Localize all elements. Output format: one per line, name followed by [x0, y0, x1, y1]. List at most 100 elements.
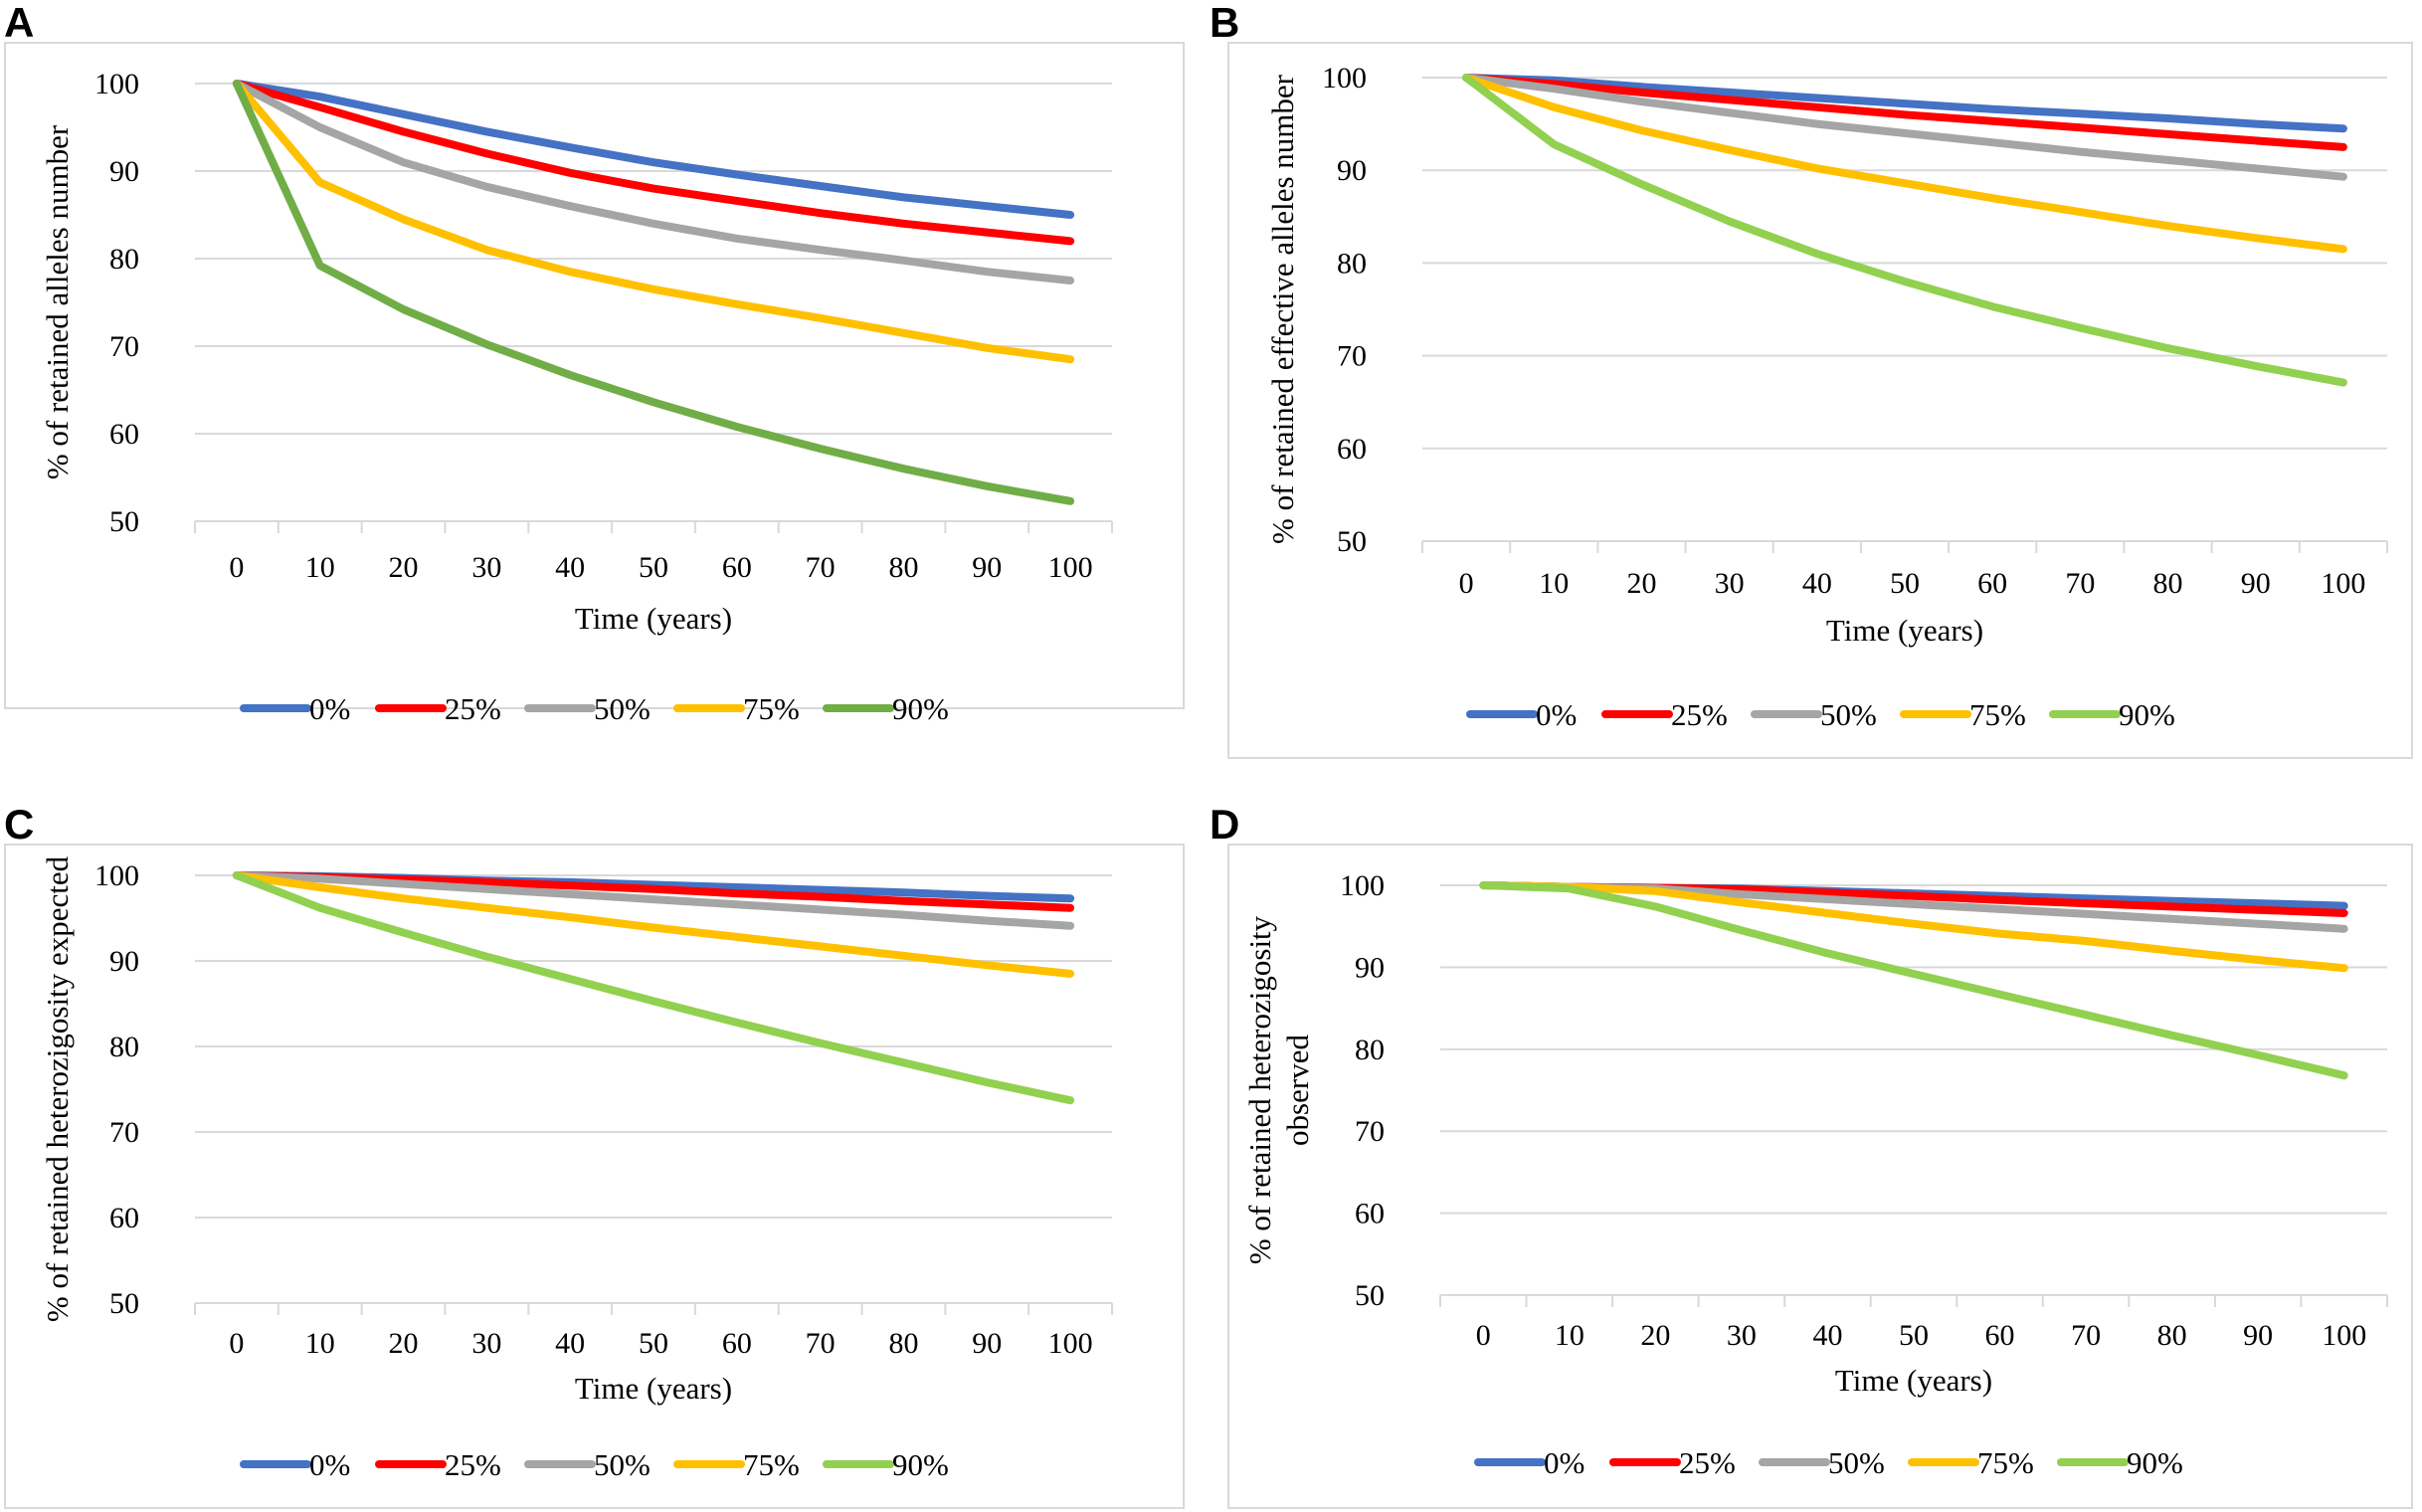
x-tick-label: 20 [389, 551, 419, 584]
chart-frame [1227, 42, 2413, 759]
legend-label: 75% [1977, 1445, 2034, 1480]
panel-letter-a: A [4, 0, 35, 46]
x-tick-label: 80 [2157, 1319, 2187, 1352]
y-axis-title: % of retained effective alleles number [1265, 74, 1300, 544]
legend-label: 50% [1820, 697, 1877, 732]
x-tick-label: 60 [1985, 1319, 2015, 1352]
legend-label: 75% [1969, 697, 2026, 732]
chart-frame [4, 844, 1185, 1509]
y-tick-label: 50 [109, 505, 139, 538]
legend-label: 50% [594, 1447, 651, 1482]
x-tick-label: 90 [972, 1327, 1002, 1360]
x-tick-label: 100 [1048, 551, 1093, 584]
panel-letter-c: C [4, 801, 35, 848]
y-axis-title: % of retained heterozigosityobserved [1242, 915, 1315, 1264]
y-tick-label: 90 [1337, 154, 1367, 187]
x-tick-label: 40 [1812, 1319, 1842, 1352]
x-tick-label: 10 [305, 1327, 335, 1360]
series-line-90pct [232, 80, 1075, 505]
x-tick-label: 70 [2071, 1319, 2101, 1352]
x-tick-label: 70 [2065, 567, 2095, 600]
x-tick-label: 60 [1977, 567, 2007, 600]
x-tick-label: 10 [1539, 567, 1569, 600]
series-line-75pct [232, 871, 1075, 978]
x-tick-label: 50 [1890, 567, 1920, 600]
y-tick-label: 100 [94, 68, 139, 100]
x-tick-label: 100 [2322, 1319, 2366, 1352]
legend-label: 50% [594, 691, 651, 726]
y-tick-label: 50 [1355, 1279, 1385, 1312]
series-line-25pct [1462, 74, 2347, 151]
y-tick-label: 80 [1337, 247, 1367, 280]
y-axis-title-line: % of retained heterozigosity [1242, 915, 1277, 1264]
x-tick-label: 30 [1715, 567, 1745, 600]
y-tick-label: 70 [1337, 340, 1367, 373]
legend-label: 0% [309, 1447, 350, 1482]
y-tick-label: 90 [1355, 951, 1385, 984]
y-tick-label: 80 [1355, 1034, 1385, 1066]
x-tick-label: 0 [1476, 1319, 1491, 1352]
chart-frame [1227, 844, 2413, 1509]
x-tick-label: 50 [639, 551, 668, 584]
legend-label: 90% [892, 1447, 949, 1482]
y-tick-label: 100 [1340, 869, 1385, 902]
y-tick-label: 90 [109, 945, 139, 978]
series-line-0pct [232, 80, 1075, 219]
x-tick-label: 10 [1555, 1319, 1584, 1352]
series-line-50pct [232, 80, 1075, 284]
y-tick-label: 50 [1337, 525, 1367, 558]
y-tick-label: 70 [109, 1116, 139, 1149]
x-tick-label: 80 [888, 551, 918, 584]
legend-label: 0% [309, 691, 350, 726]
x-axis-title: Time (years) [575, 601, 732, 636]
series-line-50pct [1462, 74, 2347, 181]
panel-c: 50 60 70 80 90 100 0 10 20 30 40 50 60 70 80 90 100 Time … [4, 844, 1185, 1509]
y-axis-title: % of retained alleles number [40, 124, 75, 479]
x-tick-label: 0 [1459, 567, 1474, 600]
panel-d: 50 60 70 80 90 100 0 10 20 30 40 50 60 70 80 90 100 Time … [1227, 844, 2413, 1509]
x-tick-label: 60 [722, 1327, 752, 1360]
series-line-50pct [232, 871, 1075, 930]
y-tick-label: 100 [94, 859, 139, 892]
x-tick-label: 100 [2321, 567, 2365, 600]
panel-a: 50 60 70 80 90 100 0 10 20 30 40 50 60 70 80 90 100 Time … [4, 42, 1185, 726]
y-tick-label: 60 [109, 418, 139, 451]
y-axis-title: % of retained heterozigosity expected [40, 855, 75, 1322]
series-line-0pct [1462, 74, 2347, 133]
panel-letter-b: B [1210, 0, 1240, 46]
x-tick-label: 90 [2241, 567, 2271, 600]
legend-label: 90% [2119, 697, 2175, 732]
legend-label: 0% [1536, 697, 1577, 732]
y-tick-label: 100 [1322, 62, 1367, 94]
x-tick-label: 80 [2153, 567, 2183, 600]
x-axis-title: Time (years) [575, 1371, 732, 1406]
x-axis-title: Time (years) [1835, 1363, 1992, 1398]
x-tick-label: 20 [1626, 567, 1656, 600]
x-tick-label: 40 [555, 1327, 585, 1360]
x-tick-label: 0 [229, 551, 244, 584]
series-line-25pct [232, 80, 1075, 246]
legend-label: 75% [743, 691, 800, 726]
x-tick-label: 40 [1802, 567, 1832, 600]
x-tick-label: 100 [1048, 1327, 1093, 1360]
panel-letter-d: D [1210, 801, 1240, 848]
series-line-75pct [1462, 74, 2347, 254]
y-tick-label: 60 [109, 1202, 139, 1234]
y-axis-title-line: observed [1280, 1035, 1315, 1146]
series-line-90pct [232, 871, 1075, 1105]
x-tick-label: 10 [305, 551, 335, 584]
legend-label: 50% [1828, 1445, 1885, 1480]
y-tick-label: 90 [109, 155, 139, 188]
x-tick-label: 90 [2243, 1319, 2273, 1352]
y-tick-label: 80 [109, 243, 139, 276]
y-tick-label: 60 [1355, 1198, 1385, 1230]
x-tick-label: 40 [555, 551, 585, 584]
legend-label: 25% [1671, 697, 1728, 732]
legend-label: 25% [1679, 1445, 1736, 1480]
y-tick-label: 70 [1355, 1115, 1385, 1148]
legend-label: 0% [1544, 1445, 1584, 1480]
y-tick-label: 80 [109, 1031, 139, 1063]
x-tick-label: 80 [888, 1327, 918, 1360]
y-tick-label: 60 [1337, 433, 1367, 466]
